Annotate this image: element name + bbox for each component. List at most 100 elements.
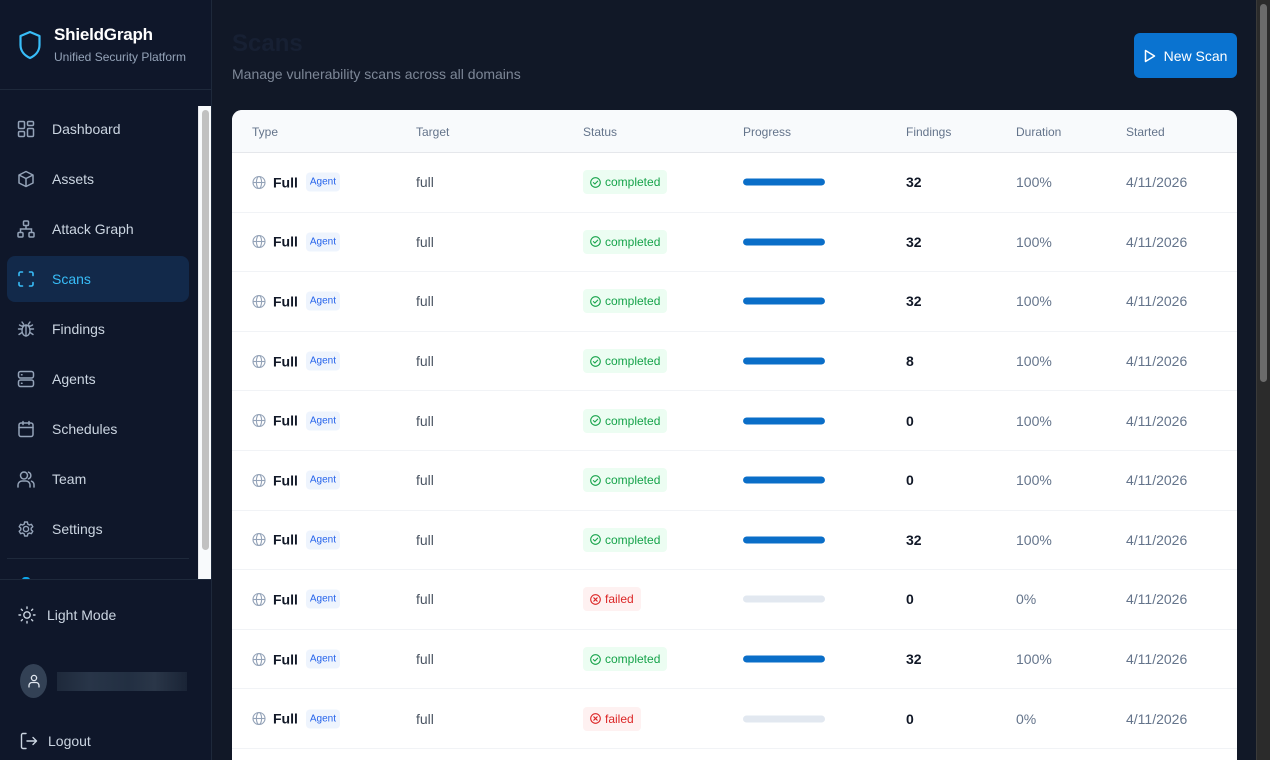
status-badge: failed bbox=[583, 706, 641, 731]
scans-table: Type Target Status Progress Findings Dur… bbox=[232, 110, 1237, 760]
table-row[interactable]: Full Agent full completed 8 100% 4/11/20… bbox=[232, 332, 1237, 392]
progress-bar bbox=[743, 476, 825, 484]
column-header-target[interactable]: Target bbox=[416, 125, 450, 139]
status-cell: completed bbox=[583, 527, 668, 552]
table-row[interactable]: Full Agent full completed 0 100% 4/11/20… bbox=[232, 451, 1237, 511]
scan-icon bbox=[18, 271, 34, 287]
type-cell: Full Agent bbox=[252, 530, 341, 550]
logout-icon bbox=[20, 732, 38, 750]
status-badge: completed bbox=[583, 527, 668, 552]
theme-toggle-label: Light Mode bbox=[47, 607, 117, 623]
column-header-status[interactable]: Status bbox=[583, 125, 618, 139]
progress-bar-fill bbox=[743, 297, 825, 305]
scan-type: Full bbox=[273, 412, 298, 429]
check-circle-icon bbox=[590, 176, 601, 188]
table-row[interactable]: Full Agent full failed 0 0% 4/11/2026 bbox=[232, 570, 1237, 630]
table-row[interactable]: Full Agent full completed 32 100% 4/11/2… bbox=[232, 272, 1237, 332]
progress-bar bbox=[743, 595, 825, 603]
sidebar-item-label: Assets bbox=[52, 171, 95, 187]
scan-type: Full bbox=[273, 174, 298, 191]
box-icon bbox=[18, 170, 34, 188]
agent-badge: Agent bbox=[305, 351, 341, 371]
globe-icon bbox=[252, 294, 266, 309]
scan-target: full bbox=[416, 293, 434, 310]
agent-badge: Agent bbox=[305, 589, 341, 609]
progress-bar-fill bbox=[743, 476, 825, 484]
progress-cell bbox=[743, 417, 825, 425]
check-circle-icon bbox=[590, 415, 601, 427]
progress-cell bbox=[743, 357, 825, 365]
scan-target: full bbox=[416, 710, 434, 727]
sidebar-item-dashboard[interactable]: Dashboard bbox=[7, 106, 189, 152]
scan-type: Full bbox=[273, 651, 298, 668]
column-header-started[interactable]: Started bbox=[1126, 125, 1165, 139]
scan-duration: 100% bbox=[1016, 472, 1052, 489]
column-header-duration[interactable]: Duration bbox=[1016, 125, 1062, 139]
status-text: completed bbox=[605, 473, 661, 488]
scan-started: 4/11/2026 bbox=[1126, 412, 1188, 429]
table-row[interactable]: Full Agent full failed 0 0% 4/11/2026 bbox=[232, 689, 1237, 749]
type-cell: Full Agent bbox=[252, 470, 341, 490]
sidebar-scrollbar[interactable] bbox=[198, 106, 211, 579]
sidebar-scrollbar-thumb[interactable] bbox=[202, 110, 209, 550]
status-cell: completed bbox=[583, 289, 668, 314]
sidebar-item-settings[interactable]: Settings bbox=[7, 506, 189, 552]
type-cell: Full Agent bbox=[252, 232, 341, 252]
scan-duration: 100% bbox=[1016, 174, 1052, 191]
sidebar-item-assets[interactable]: Assets bbox=[7, 156, 189, 202]
column-header-progress[interactable]: Progress bbox=[743, 125, 792, 139]
sidebar-item-schedules[interactable]: Schedules bbox=[7, 406, 189, 452]
findings-count: 32 bbox=[906, 651, 922, 668]
findings-count: 32 bbox=[906, 531, 922, 548]
agent-badge: Agent bbox=[305, 649, 341, 669]
status-text: completed bbox=[605, 532, 661, 547]
status-cell: completed bbox=[583, 468, 668, 493]
table-row[interactable]: Full Agent full completed 32 100% 4/11/2… bbox=[232, 511, 1237, 571]
nav-divider bbox=[7, 558, 189, 559]
new-scan-label: New Scan bbox=[1163, 47, 1228, 64]
status-cell: completed bbox=[583, 647, 668, 672]
bug-icon bbox=[17, 321, 35, 337]
sidebar-item-findings[interactable]: Findings bbox=[7, 306, 189, 352]
new-scan-button[interactable]: New Scan bbox=[1134, 33, 1237, 78]
table-row[interactable]: Full Agent full completed 32 100% 4/11/2… bbox=[232, 153, 1237, 213]
column-header-type[interactable]: Type bbox=[252, 125, 279, 139]
page-scrollbar-thumb[interactable] bbox=[1260, 4, 1267, 382]
logout-button[interactable]: Logout bbox=[20, 732, 91, 750]
progress-bar-fill bbox=[743, 536, 825, 544]
main-content: Scans Manage vulnerability scans across … bbox=[212, 0, 1256, 760]
x-circle-icon bbox=[590, 594, 601, 605]
sidebar-item-scans[interactable]: Scans bbox=[7, 256, 189, 302]
sidebar-item-label: Scans bbox=[52, 271, 91, 287]
theme-toggle-button[interactable]: Light Mode bbox=[18, 606, 116, 624]
sidebar-item-agents[interactable]: Agents bbox=[7, 356, 189, 402]
brand-title: ShieldGraph bbox=[54, 25, 153, 44]
status-cell: completed bbox=[583, 170, 668, 195]
table-row[interactable]: Full Agent full completed 0 100% 4/11/20… bbox=[232, 391, 1237, 451]
progress-bar-fill bbox=[743, 178, 825, 186]
sidebar-item-team[interactable]: Team bbox=[7, 456, 189, 502]
sidebar-item-label: Agents bbox=[52, 371, 96, 387]
progress-cell bbox=[743, 536, 825, 544]
table-row[interactable]: Full Agent full completed 32 100% 4/11/2… bbox=[232, 630, 1237, 690]
sidebar-item-attack-graph[interactable]: Attack Graph bbox=[7, 206, 189, 252]
avatar bbox=[20, 664, 47, 698]
gear-icon bbox=[18, 521, 34, 537]
agent-badge: Agent bbox=[305, 709, 341, 729]
page-scrollbar[interactable] bbox=[1256, 0, 1270, 760]
sidebar-item-label: Attack Graph bbox=[52, 221, 134, 237]
scan-type: Full bbox=[273, 293, 298, 310]
status-cell: failed bbox=[583, 587, 641, 612]
status-badge: completed bbox=[583, 170, 668, 195]
column-header-findings[interactable]: Findings bbox=[906, 125, 952, 139]
user-name-redacted bbox=[57, 671, 187, 691]
user-profile[interactable] bbox=[20, 664, 187, 698]
scan-duration: 100% bbox=[1016, 233, 1052, 250]
table-row[interactable]: Full Agent full completed 32 100% 4/11/2… bbox=[232, 213, 1237, 273]
sidebar-item-label: Schedules bbox=[52, 421, 118, 437]
progress-bar-fill bbox=[743, 417, 825, 425]
scan-started: 4/11/2026 bbox=[1126, 174, 1188, 191]
table-header: Type Target Status Progress Findings Dur… bbox=[232, 110, 1237, 153]
agent-badge: Agent bbox=[305, 232, 341, 252]
sidebar-nav: Dashboard Assets Attack Graph Scans Find… bbox=[0, 106, 212, 579]
